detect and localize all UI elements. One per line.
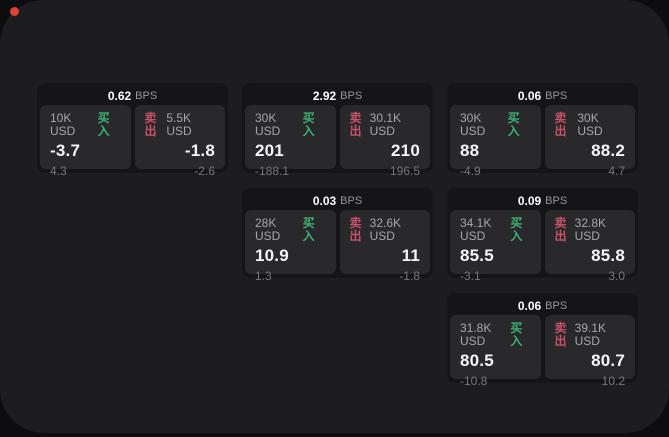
card-bps-header: 2.92 BPS [245,86,430,105]
sell-side-label: 卖出 [349,111,362,138]
spread-card: 0.03 BPS 28K USD 买入 10.9 1.3 卖出 32.6K US… [242,188,433,283]
buy-delta: 4.3 [50,164,67,178]
buy-size-label: 10K USD [50,111,76,138]
spread-card: 0.62 BPS 10K USD 买入 -3.7 4.3 卖出 5.5K USD… [37,83,228,178]
buy-size-label: 34.1K USD [460,216,492,243]
sell-delta: -2.6 [194,164,215,178]
bps-value: 0.62 [107,88,132,103]
sell-tile[interactable]: 卖出 5.5K USD -1.8 -2.6 [134,105,225,178]
buy-side-label: 买入 [510,321,523,348]
card-bps-header: 0.06 BPS [450,296,635,315]
sell-delta: 4.7 [608,164,625,178]
buy-tile[interactable]: 31.8K USD 买入 80.5 -10.8 [450,315,541,388]
sell-side-label: 卖出 [349,216,362,243]
recording-indicator-icon [10,7,19,16]
sell-tile[interactable]: 卖出 30K USD 88.2 4.7 [544,105,635,178]
card-bps-header: 0.03 BPS [245,191,430,210]
buy-delta: -10.8 [460,374,488,388]
bps-value: 0.03 [312,193,337,208]
buy-side-label: 买入 [302,216,315,243]
buy-price: -3.7 [50,141,81,160]
bps-unit-label: BPS [340,89,363,102]
bps-unit-label: BPS [545,194,568,207]
buy-tile[interactable]: 30K USD 买入 88 -4.9 [450,105,541,178]
card-bps-header: 0.09 BPS [450,191,635,210]
buy-tile[interactable]: 30K USD 买入 201 -188.1 [245,105,336,178]
sell-delta: -1.8 [399,269,420,283]
buy-price: 85.5 [460,246,494,265]
buy-delta: 1.3 [255,269,272,283]
buy-delta: -3.1 [460,269,481,283]
buy-delta: -4.9 [460,164,481,178]
buy-size-label: 28K USD [255,216,281,243]
bps-unit-label: BPS [340,194,363,207]
buy-tile[interactable]: 28K USD 买入 10.9 1.3 [245,210,336,283]
bps-unit-label: BPS [135,89,158,102]
sell-delta: 196.5 [389,164,420,178]
buy-size-label: 31.8K USD [460,321,492,348]
sell-side-label: 卖出 [554,216,567,243]
sell-size-label: 39.1K USD [574,321,606,348]
sell-side-label: 卖出 [144,111,157,138]
sell-size-label: 5.5K USD [166,111,192,138]
sell-tile[interactable]: 卖出 39.1K USD 80.7 10.2 [544,315,635,388]
sell-delta: 10.2 [601,374,625,388]
buy-side-label: 买入 [302,111,315,138]
sell-price: 11 [401,246,420,265]
sell-delta: 3.0 [608,269,625,283]
buy-size-label: 30K USD [460,111,486,138]
buy-delta: -188.1 [255,164,290,178]
sell-price: 85.8 [591,246,625,265]
bps-value: 0.06 [517,298,542,313]
sell-size-label: 32.6K USD [369,216,401,243]
spread-card: 0.06 BPS 30K USD 买入 88 -4.9 卖出 30K USD 8… [447,83,638,178]
sell-tile[interactable]: 卖出 30.1K USD 210 196.5 [339,105,430,178]
sell-size-label: 32.8K USD [574,216,606,243]
bps-value: 0.06 [517,88,542,103]
bps-value: 0.09 [517,193,542,208]
sell-side-label: 卖出 [554,321,567,348]
buy-price: 80.5 [460,351,494,370]
buy-tile[interactable]: 10K USD 买入 -3.7 4.3 [40,105,131,178]
card-bps-header: 0.62 BPS [40,86,225,105]
buy-price: 201 [255,141,284,160]
bps-value: 2.92 [312,88,337,103]
sell-side-label: 卖出 [554,111,567,138]
buy-side-label: 买入 [97,111,110,138]
sell-tile[interactable]: 卖出 32.8K USD 85.8 3.0 [544,210,635,283]
sell-price: 88.2 [591,141,625,160]
bps-unit-label: BPS [545,299,568,312]
sell-price: -1.8 [184,141,215,160]
buy-side-label: 买入 [507,111,520,138]
sell-price: 80.7 [591,351,625,370]
spread-card: 0.06 BPS 31.8K USD 买入 80.5 -10.8 卖出 39.1… [447,293,638,388]
sell-size-label: 30.1K USD [369,111,401,138]
buy-size-label: 30K USD [255,111,281,138]
buy-price: 88 [460,141,480,160]
sell-size-label: 30K USD [577,111,603,138]
bps-unit-label: BPS [545,89,568,102]
sell-tile[interactable]: 卖出 32.6K USD 11 -1.8 [339,210,430,283]
spread-card: 0.09 BPS 34.1K USD 买入 85.5 -3.1 卖出 32.8K… [447,188,638,283]
buy-price: 10.9 [255,246,289,265]
buy-side-label: 买入 [510,216,523,243]
buy-tile[interactable]: 34.1K USD 买入 85.5 -3.1 [450,210,541,283]
spread-card: 2.92 BPS 30K USD 买入 201 -188.1 卖出 30.1K … [242,83,433,178]
card-bps-header: 0.06 BPS [450,86,635,105]
sell-price: 210 [391,141,420,160]
